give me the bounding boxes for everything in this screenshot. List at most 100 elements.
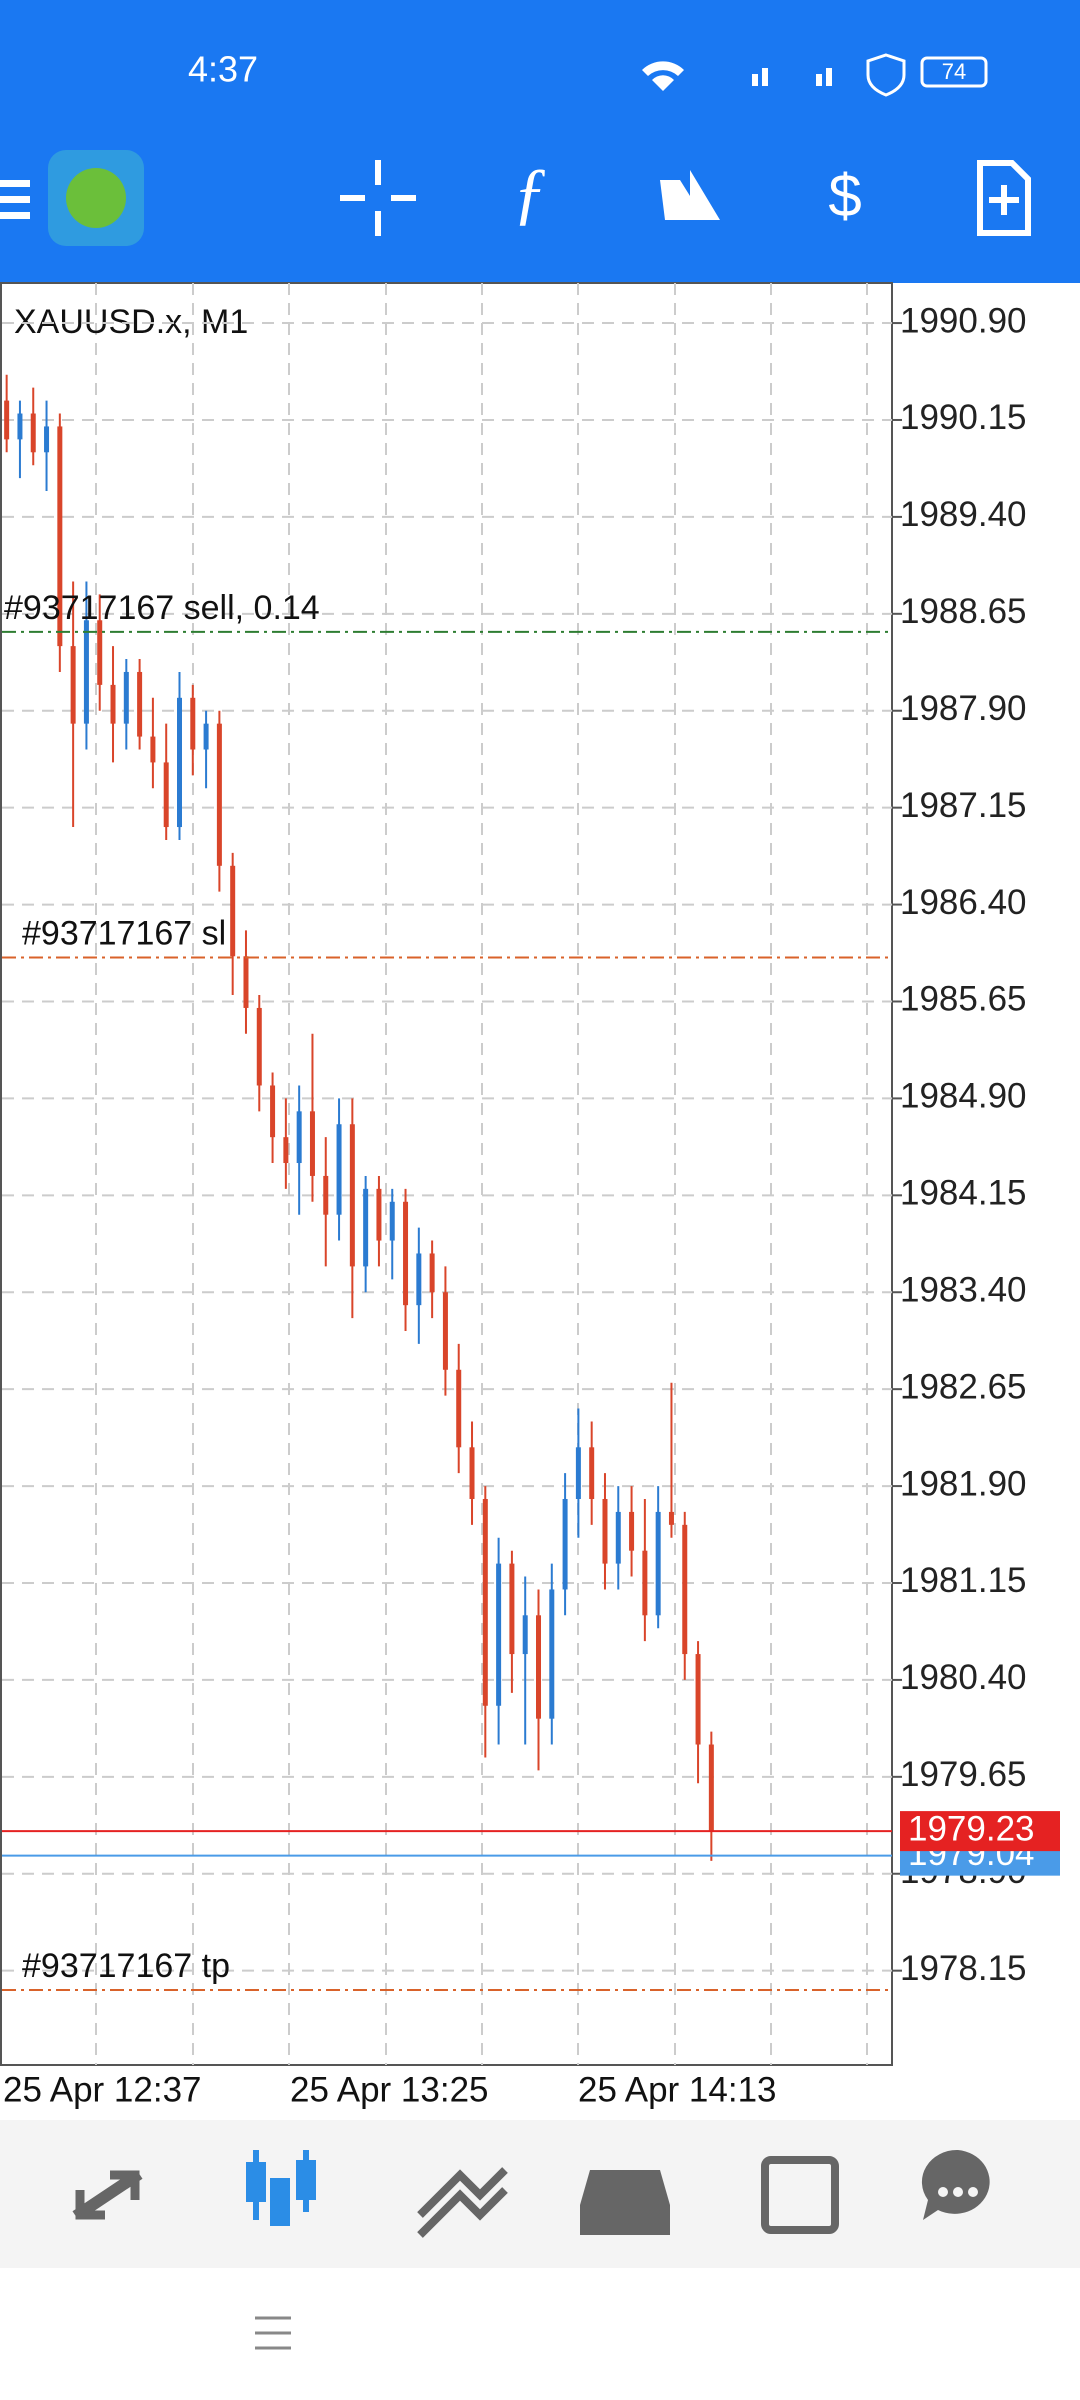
- candle-body: [309, 1111, 315, 1176]
- status-icons: [642, 53, 988, 97]
- candle-body: [216, 723, 222, 866]
- y-tick-label: 1978.15: [900, 1949, 1027, 1988]
- candle-body: [256, 1007, 262, 1086]
- candle-body: [57, 426, 63, 647]
- y-tick-label: 1983.40: [900, 1270, 1027, 1309]
- clock: 4:37: [188, 49, 258, 90]
- y-tick-label: 1987.15: [900, 786, 1027, 825]
- candle-body: [602, 1498, 608, 1564]
- candle-body: [496, 1563, 502, 1706]
- candle-body: [270, 1085, 276, 1138]
- candle-body: [668, 1511, 674, 1525]
- chart-frame: [0, 282, 893, 2066]
- candle-body: [682, 1524, 688, 1655]
- news-tab[interactable]: [761, 2156, 839, 2234]
- candle-body: [469, 1447, 475, 1499]
- order-label: #93717167 sl: [22, 915, 226, 953]
- time-grid: [95, 283, 868, 2065]
- candle-body: [203, 723, 209, 750]
- symbol: XAUUSD.x, M1: [14, 303, 248, 341]
- candle-body: [70, 646, 76, 724]
- x-tick-label: 25 Apr 13:25: [290, 2070, 489, 2109]
- bid-tag: [900, 1811, 1060, 1852]
- candle-body: [4, 400, 10, 440]
- header: [0, 0, 1080, 283]
- x-tick-label: 25 Apr 14:13: [578, 2070, 777, 2109]
- candle-body: [17, 413, 23, 440]
- new-order-icon[interactable]: [977, 160, 1031, 236]
- indicator-icon[interactable]: ƒ: [513, 155, 548, 232]
- candle-body: [110, 684, 116, 724]
- candle-body: [695, 1654, 701, 1745]
- candle-body: [522, 1615, 528, 1655]
- candle-body: [243, 956, 249, 1008]
- trade-tab[interactable]: [417, 2167, 508, 2238]
- order-label: #93717167 tp: [22, 1947, 230, 1985]
- y-tick-label: 1980.40: [900, 1658, 1027, 1697]
- candle-body: [416, 1253, 422, 1306]
- candle-body: [442, 1292, 448, 1370]
- system-menu[interactable]: [255, 2316, 291, 2350]
- history-tab[interactable]: [580, 2170, 670, 2235]
- candle-body: [655, 1511, 661, 1616]
- y-tick-label: 1988.65: [900, 592, 1027, 631]
- candle-body: [376, 1188, 382, 1241]
- candle-body: [44, 426, 50, 453]
- candle-body: [177, 697, 182, 828]
- candle-body: [30, 413, 36, 453]
- candle-body: [456, 1369, 462, 1448]
- candle-body: [708, 1744, 714, 1832]
- y-tick-label: 1979.65: [900, 1755, 1027, 1794]
- candle-body: [363, 1188, 369, 1267]
- candle-body: [83, 620, 89, 724]
- candle-body: [589, 1447, 595, 1499]
- candle-body: [163, 762, 169, 828]
- candle-body: [536, 1615, 541, 1719]
- trade-icon[interactable]: $: [828, 162, 861, 229]
- objects-icon[interactable]: [660, 170, 720, 220]
- candle-body: [482, 1498, 488, 1706]
- y-tick-label: 1987.90: [900, 689, 1027, 728]
- candle-body: [615, 1511, 621, 1564]
- candle-body: [137, 671, 143, 737]
- y-tick-label: 1986.40: [900, 883, 1027, 922]
- battery: 74: [942, 59, 966, 84]
- candle-body: [336, 1124, 342, 1215]
- candle-body: [150, 736, 156, 763]
- candle-body: [349, 1124, 355, 1267]
- quotes-tab[interactable]: [72, 2170, 143, 2220]
- candle-body: [323, 1175, 329, 1215]
- candle-body: [190, 697, 196, 750]
- candle-body: [389, 1201, 395, 1241]
- candle-body: [123, 671, 129, 724]
- crosshair-icon[interactable]: [340, 160, 416, 236]
- toolbar: ƒ $: [0, 150, 1031, 246]
- candle-body: [283, 1137, 289, 1164]
- y-tick-label: 1985.65: [900, 980, 1027, 1019]
- candle-body: [509, 1563, 515, 1655]
- candle-body: [549, 1589, 555, 1719]
- y-tick-label: 1984.90: [900, 1077, 1027, 1116]
- chat-tab[interactable]: [921, 2149, 990, 2220]
- y-tick-label: 1981.15: [900, 1561, 1027, 1600]
- candle-body: [429, 1253, 435, 1293]
- chart-tab[interactable]: [246, 2150, 316, 2226]
- y-tick-label: 1982.65: [900, 1367, 1027, 1406]
- y-tick-label: 1981.90: [900, 1464, 1027, 1503]
- candle-body: [230, 865, 236, 957]
- candle-body: [403, 1201, 409, 1306]
- candle-body: [97, 620, 103, 685]
- y-tick-label: 1989.40: [900, 495, 1027, 534]
- candle-body: [629, 1511, 635, 1551]
- candle-body: [575, 1447, 581, 1499]
- bottom-nav-icons: [72, 2149, 990, 2238]
- candle-body: [562, 1498, 568, 1590]
- y-tick-label: 1990.15: [900, 398, 1027, 437]
- candle-body: [642, 1550, 648, 1616]
- x-tick-label: 25 Apr 12:37: [3, 2070, 202, 2109]
- y-tick-label: 1984.15: [900, 1174, 1027, 1213]
- candle-body: [296, 1111, 302, 1164]
- bid-label: 1979.23: [908, 1809, 1035, 1848]
